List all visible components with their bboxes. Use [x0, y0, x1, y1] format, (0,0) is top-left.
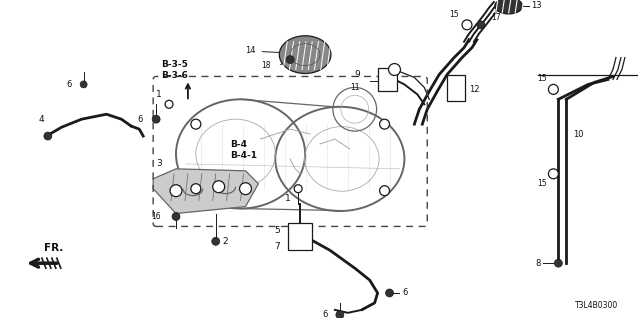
- Bar: [378, 68, 397, 92]
- Text: 11: 11: [350, 83, 360, 92]
- Text: 1: 1: [156, 90, 162, 99]
- Text: 17: 17: [491, 13, 500, 22]
- Circle shape: [462, 20, 472, 30]
- Circle shape: [388, 64, 401, 76]
- Circle shape: [212, 181, 225, 193]
- Text: 1: 1: [284, 194, 290, 203]
- Text: 7: 7: [275, 242, 280, 251]
- Circle shape: [385, 289, 394, 297]
- Circle shape: [554, 259, 563, 267]
- Text: 6: 6: [323, 310, 328, 319]
- Circle shape: [286, 56, 294, 64]
- Circle shape: [191, 119, 201, 129]
- Circle shape: [80, 81, 87, 88]
- Text: 16: 16: [152, 212, 161, 221]
- Text: 15: 15: [537, 179, 547, 188]
- Circle shape: [152, 115, 160, 123]
- Text: 12: 12: [469, 85, 479, 94]
- Text: 18: 18: [261, 61, 270, 70]
- Bar: [447, 76, 465, 101]
- Circle shape: [165, 100, 173, 108]
- Circle shape: [548, 84, 558, 94]
- Circle shape: [239, 183, 252, 195]
- Circle shape: [44, 132, 52, 140]
- Ellipse shape: [495, 0, 523, 14]
- Text: 9: 9: [354, 70, 360, 79]
- Circle shape: [191, 184, 201, 194]
- Text: 6: 6: [67, 80, 72, 89]
- Circle shape: [380, 119, 390, 129]
- Text: FR.: FR.: [44, 243, 63, 253]
- Text: 2: 2: [223, 237, 228, 246]
- Circle shape: [172, 212, 180, 220]
- Text: 4: 4: [38, 115, 44, 124]
- Circle shape: [380, 186, 390, 196]
- Polygon shape: [153, 169, 259, 213]
- Text: 6: 6: [403, 289, 408, 298]
- Text: B-3-6: B-3-6: [161, 71, 188, 80]
- Circle shape: [170, 185, 182, 197]
- Text: 10: 10: [573, 130, 584, 139]
- Circle shape: [336, 311, 344, 319]
- Text: 14: 14: [246, 46, 256, 55]
- Text: 6: 6: [138, 115, 143, 124]
- Text: 13: 13: [532, 2, 542, 11]
- Text: 8: 8: [535, 259, 541, 268]
- Text: 15: 15: [537, 74, 547, 83]
- Bar: [288, 223, 312, 250]
- Text: B-4: B-4: [230, 140, 248, 148]
- Text: T3L4B0300: T3L4B0300: [575, 301, 618, 310]
- Circle shape: [477, 21, 485, 29]
- Ellipse shape: [279, 36, 331, 74]
- Text: B-3-5: B-3-5: [161, 60, 188, 69]
- Text: 3: 3: [156, 159, 162, 168]
- Text: 5: 5: [275, 226, 280, 235]
- Text: 15: 15: [449, 10, 459, 20]
- Text: B-4-1: B-4-1: [230, 151, 258, 160]
- Circle shape: [294, 185, 302, 193]
- Circle shape: [212, 237, 220, 245]
- Circle shape: [548, 169, 558, 179]
